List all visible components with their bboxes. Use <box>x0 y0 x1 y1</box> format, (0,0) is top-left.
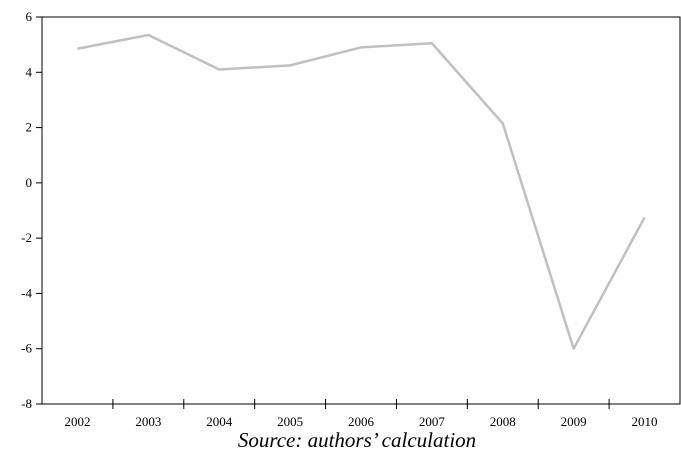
y-tick-label: 4 <box>26 64 33 79</box>
plot-frame <box>41 16 681 405</box>
x-tick-label: 2008 <box>490 414 516 429</box>
y-tick-label: -6 <box>21 341 32 356</box>
x-tick-label: 2007 <box>419 414 446 429</box>
y-tick-label: 0 <box>26 175 33 190</box>
x-tick-label: 2004 <box>206 414 233 429</box>
y-tick-label: -8 <box>21 396 32 411</box>
x-tick-label: 2009 <box>561 414 587 429</box>
y-tick-label: -2 <box>21 230 32 245</box>
x-tick-label: 2010 <box>632 414 658 429</box>
x-tick-label: 2003 <box>135 414 161 429</box>
y-tick-label: -4 <box>21 285 32 300</box>
y-tick-label: 6 <box>26 9 33 24</box>
caption: Source: authors’ calculation <box>238 428 476 452</box>
x-tick-label: 2002 <box>64 414 90 429</box>
y-tick-label: 2 <box>26 120 33 135</box>
x-tick-label: 2005 <box>277 414 303 429</box>
x-tick-label: 2006 <box>348 414 375 429</box>
line <box>77 33 646 350</box>
